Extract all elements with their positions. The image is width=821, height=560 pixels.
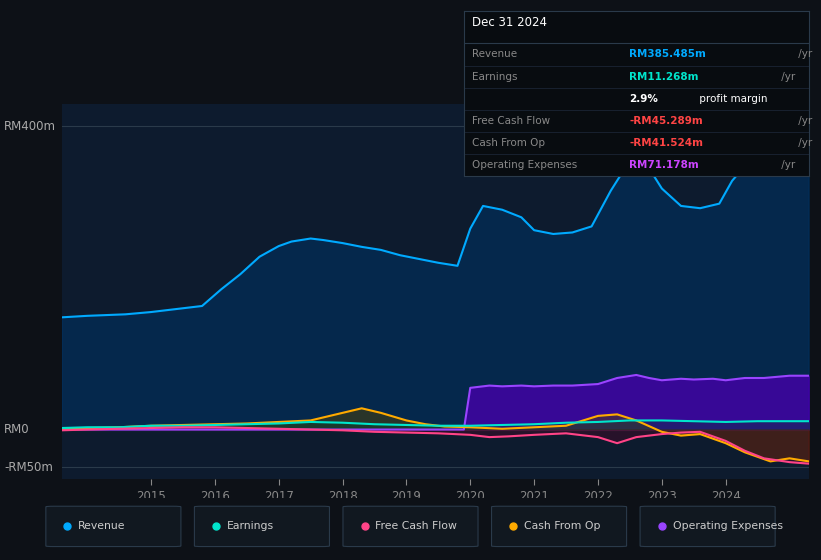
Text: -RM41.524m: -RM41.524m xyxy=(630,138,704,148)
Text: /yr: /yr xyxy=(778,72,796,82)
Text: Revenue: Revenue xyxy=(78,521,126,531)
Text: /yr: /yr xyxy=(795,138,812,148)
Text: 2.9%: 2.9% xyxy=(630,94,658,104)
Text: Dec 31 2024: Dec 31 2024 xyxy=(473,16,548,29)
FancyBboxPatch shape xyxy=(343,506,478,547)
Text: /yr: /yr xyxy=(795,116,812,126)
Text: RM385.485m: RM385.485m xyxy=(630,49,706,59)
FancyBboxPatch shape xyxy=(640,506,775,547)
Text: Free Cash Flow: Free Cash Flow xyxy=(375,521,457,531)
Text: Revenue: Revenue xyxy=(473,49,517,59)
Text: /yr: /yr xyxy=(778,160,796,170)
Text: Earnings: Earnings xyxy=(473,72,518,82)
Text: Free Cash Flow: Free Cash Flow xyxy=(473,116,551,126)
FancyBboxPatch shape xyxy=(195,506,329,547)
FancyBboxPatch shape xyxy=(46,506,181,547)
Text: Cash From Op: Cash From Op xyxy=(524,521,600,531)
Text: RM71.178m: RM71.178m xyxy=(630,160,699,170)
Text: profit margin: profit margin xyxy=(695,94,767,104)
Text: Earnings: Earnings xyxy=(227,521,274,531)
Text: Operating Expenses: Operating Expenses xyxy=(672,521,782,531)
Text: -RM45.289m: -RM45.289m xyxy=(630,116,703,126)
Text: Cash From Op: Cash From Op xyxy=(473,138,545,148)
Text: /yr: /yr xyxy=(795,49,812,59)
FancyBboxPatch shape xyxy=(492,506,626,547)
Text: RM0: RM0 xyxy=(4,423,30,436)
Text: RM400m: RM400m xyxy=(4,120,56,133)
Text: Operating Expenses: Operating Expenses xyxy=(473,160,578,170)
Text: -RM50m: -RM50m xyxy=(4,461,53,474)
Text: RM11.268m: RM11.268m xyxy=(630,72,699,82)
